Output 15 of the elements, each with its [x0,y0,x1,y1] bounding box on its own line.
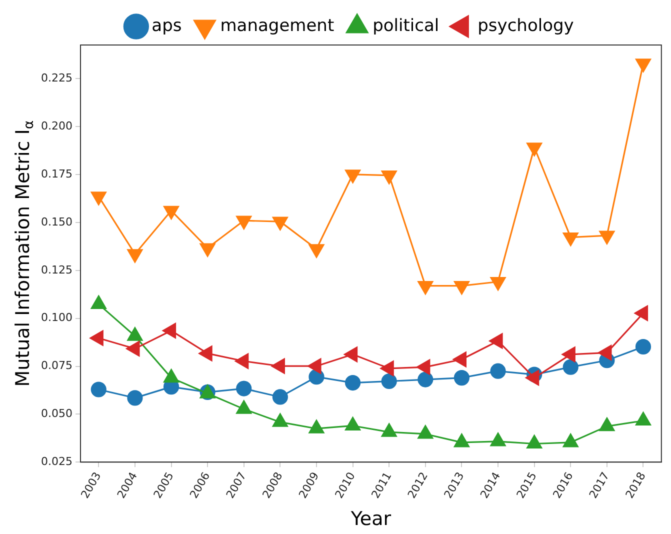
y-tick-label: 0.150 [40,215,72,228]
y-tick-label: 0.075 [40,359,72,372]
y-tick-label: 0.175 [40,167,72,180]
y-tick-label: 0.125 [40,263,72,276]
y-tick-label: 0.100 [40,311,72,324]
y-axis-title: Mutual Information Metric Iα [12,120,38,387]
y-tick-label: 0.200 [40,120,72,133]
y-tick-label: 0.025 [40,455,72,468]
x-axis-title: Year [350,508,392,530]
legend-label: management [220,16,334,36]
legend-label: psychology [478,16,574,36]
legend-label: political [372,16,440,36]
y-tick-label: 0.225 [40,72,72,85]
y-tick-label: 0.050 [40,407,72,420]
legend-label: aps [152,16,182,36]
